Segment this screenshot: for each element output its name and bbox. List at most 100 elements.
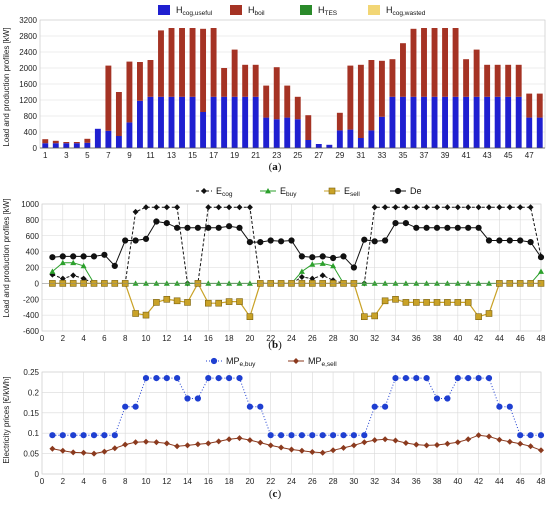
bar-cog_useful-21	[252, 96, 259, 148]
point-sell-38	[434, 442, 440, 448]
x-tick-label: 18	[225, 334, 234, 343]
point-buy-28	[330, 262, 337, 269]
x-tick-label: 41	[462, 151, 471, 160]
bar-boil-19	[231, 49, 238, 97]
bar-cog_useful-5	[84, 142, 91, 148]
legend-label-2: Esell	[344, 186, 360, 198]
point-de-48	[537, 254, 545, 261]
point-sell-39	[444, 440, 451, 447]
bar-cog_useful-48	[536, 117, 543, 148]
y-tick-label: 600	[26, 232, 40, 241]
bar-cog_useful-31	[357, 138, 364, 148]
point-sell-13	[173, 297, 181, 305]
x-tick-label: 14	[183, 477, 192, 486]
bar-boil-9	[126, 61, 133, 123]
bar-cog_useful-12	[158, 96, 164, 148]
point-de-11	[153, 218, 160, 225]
point-buy-38	[433, 395, 441, 402]
point-buy-44	[496, 403, 503, 410]
panel-b-ylabel: Load and production profiles [kW]	[2, 198, 11, 317]
y-tick-label: -200	[23, 295, 40, 304]
point-buy-9	[132, 403, 139, 410]
x-tick-label: 46	[516, 334, 525, 343]
x-tick-label: 39	[441, 151, 450, 160]
legend-main-3: H	[386, 5, 393, 15]
x-tick-label: 2	[61, 477, 66, 486]
point-buy-5	[90, 432, 98, 439]
point-buy-35	[402, 375, 409, 382]
point-buy-1	[49, 268, 56, 274]
bar-cog_useful-6	[94, 128, 101, 148]
y-tick-label: 0	[33, 144, 38, 153]
point-buy-37	[423, 375, 430, 382]
legend-main-0: H	[176, 5, 183, 15]
bar-boil-39	[442, 28, 448, 97]
x-tick-label: 9	[127, 151, 132, 160]
point-buy-10	[142, 375, 150, 382]
bar-cog_useful-41	[463, 96, 470, 148]
point-sell-19	[236, 298, 243, 305]
x-tick-label: 36	[412, 477, 421, 486]
point-cog-13	[174, 204, 181, 211]
panel-c-series	[49, 375, 545, 457]
bar-boil-45	[505, 64, 512, 97]
bar-boil-35	[400, 43, 406, 97]
x-tick-label: 46	[516, 477, 525, 486]
point-sell-12	[163, 295, 171, 303]
point-sell-9	[132, 439, 139, 446]
x-tick-label: 48	[537, 334, 546, 343]
point-buy-3	[70, 432, 77, 439]
point-buy-2	[59, 432, 66, 439]
point-de-27	[319, 253, 326, 260]
point-sell-24	[288, 446, 295, 453]
bar-cog_useful-35	[400, 96, 406, 148]
point-buy-18	[226, 375, 233, 382]
series-line-cog	[52, 206, 542, 284]
bar-boil-47	[526, 93, 533, 118]
point-de-14	[184, 224, 191, 231]
y-tick-label: 400	[24, 128, 38, 137]
bar-cog_useful-29	[336, 130, 343, 148]
bar-boil-33	[378, 60, 385, 117]
x-tick-label: 0	[40, 334, 45, 343]
point-de-41	[465, 224, 472, 231]
bar-cog_useful-45	[505, 96, 512, 148]
bar-boil-22	[263, 85, 270, 118]
point-buy-1	[49, 432, 56, 439]
bar-cog_useful-16	[200, 112, 207, 148]
point-cog-42	[475, 204, 482, 211]
x-tick-label: 26	[308, 334, 317, 343]
point-buy-24	[288, 432, 295, 439]
x-tick-label: 12	[162, 477, 171, 486]
x-tick-label: 33	[377, 151, 386, 160]
y-tick-label: 0	[35, 279, 40, 288]
point-buy-27	[319, 260, 326, 266]
legend-sub-2: TES	[325, 10, 338, 17]
bar-cog_useful-20	[242, 96, 249, 148]
point-sell-16	[205, 299, 212, 307]
x-tick-label: 5	[85, 151, 90, 160]
point-sell-21	[257, 439, 264, 446]
legend-label-1: Hboil	[248, 5, 265, 17]
x-tick-label: 38	[433, 477, 442, 486]
legend-label-0: Hcog,useful	[176, 5, 213, 17]
y-tick-label: 0.1	[28, 429, 40, 438]
y-tick-label: 0.05	[23, 450, 39, 459]
x-tick-label: 15	[188, 151, 197, 160]
bar-cog_useful-44	[494, 96, 501, 148]
point-buy-19	[236, 375, 243, 382]
point-de-17	[215, 224, 222, 231]
y-tick-label: 800	[26, 216, 40, 225]
x-tick-label: 11	[146, 151, 155, 160]
point-buy-2	[59, 259, 66, 266]
x-tick-label: 36	[412, 334, 421, 343]
point-buy-17	[215, 375, 222, 382]
point-sell-34	[392, 295, 399, 303]
x-tick-label: 18	[225, 477, 234, 486]
bar-boil-17	[210, 28, 217, 97]
legend-sub-2: sell	[350, 191, 360, 198]
point-sell-17	[215, 438, 222, 445]
bar-cog_useful-18	[221, 96, 228, 148]
point-sell-40	[454, 439, 461, 446]
